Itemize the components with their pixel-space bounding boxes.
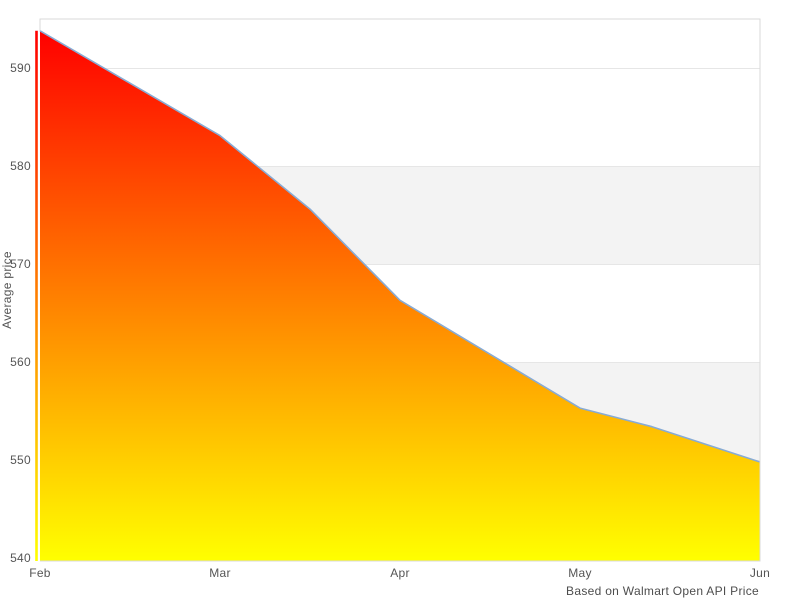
x-tick-label: Jun (750, 566, 770, 580)
plot-border-line (39, 18, 761, 562)
x-tick-label: Mar (209, 566, 231, 580)
x-tick-label: Feb (29, 566, 51, 580)
y-tick-label: 570 (10, 257, 31, 271)
y-tick-label: 580 (10, 159, 31, 173)
x-tick-label: Apr (390, 566, 410, 580)
series-area (35, 29, 761, 562)
y-tick-label: 560 (10, 355, 31, 369)
series-line (39, 30, 761, 463)
y-tick-label: 540 (10, 551, 31, 565)
y-tick-label: 590 (10, 61, 31, 75)
plot-border (39, 18, 761, 562)
y-axis-tick-labels: 540 550 560 570 580 590 (10, 61, 31, 565)
x-axis-tick-labels: Feb Mar Apr May Jun (29, 566, 770, 580)
chart-caption: Based on Walmart Open API Price (566, 584, 759, 598)
area-fill (40, 30, 760, 562)
x-tick-label: May (568, 566, 592, 580)
y-tick-label: 550 (10, 453, 31, 467)
left-edge-stripe (35, 30, 38, 562)
y-axis-title: Average price (0, 251, 14, 329)
